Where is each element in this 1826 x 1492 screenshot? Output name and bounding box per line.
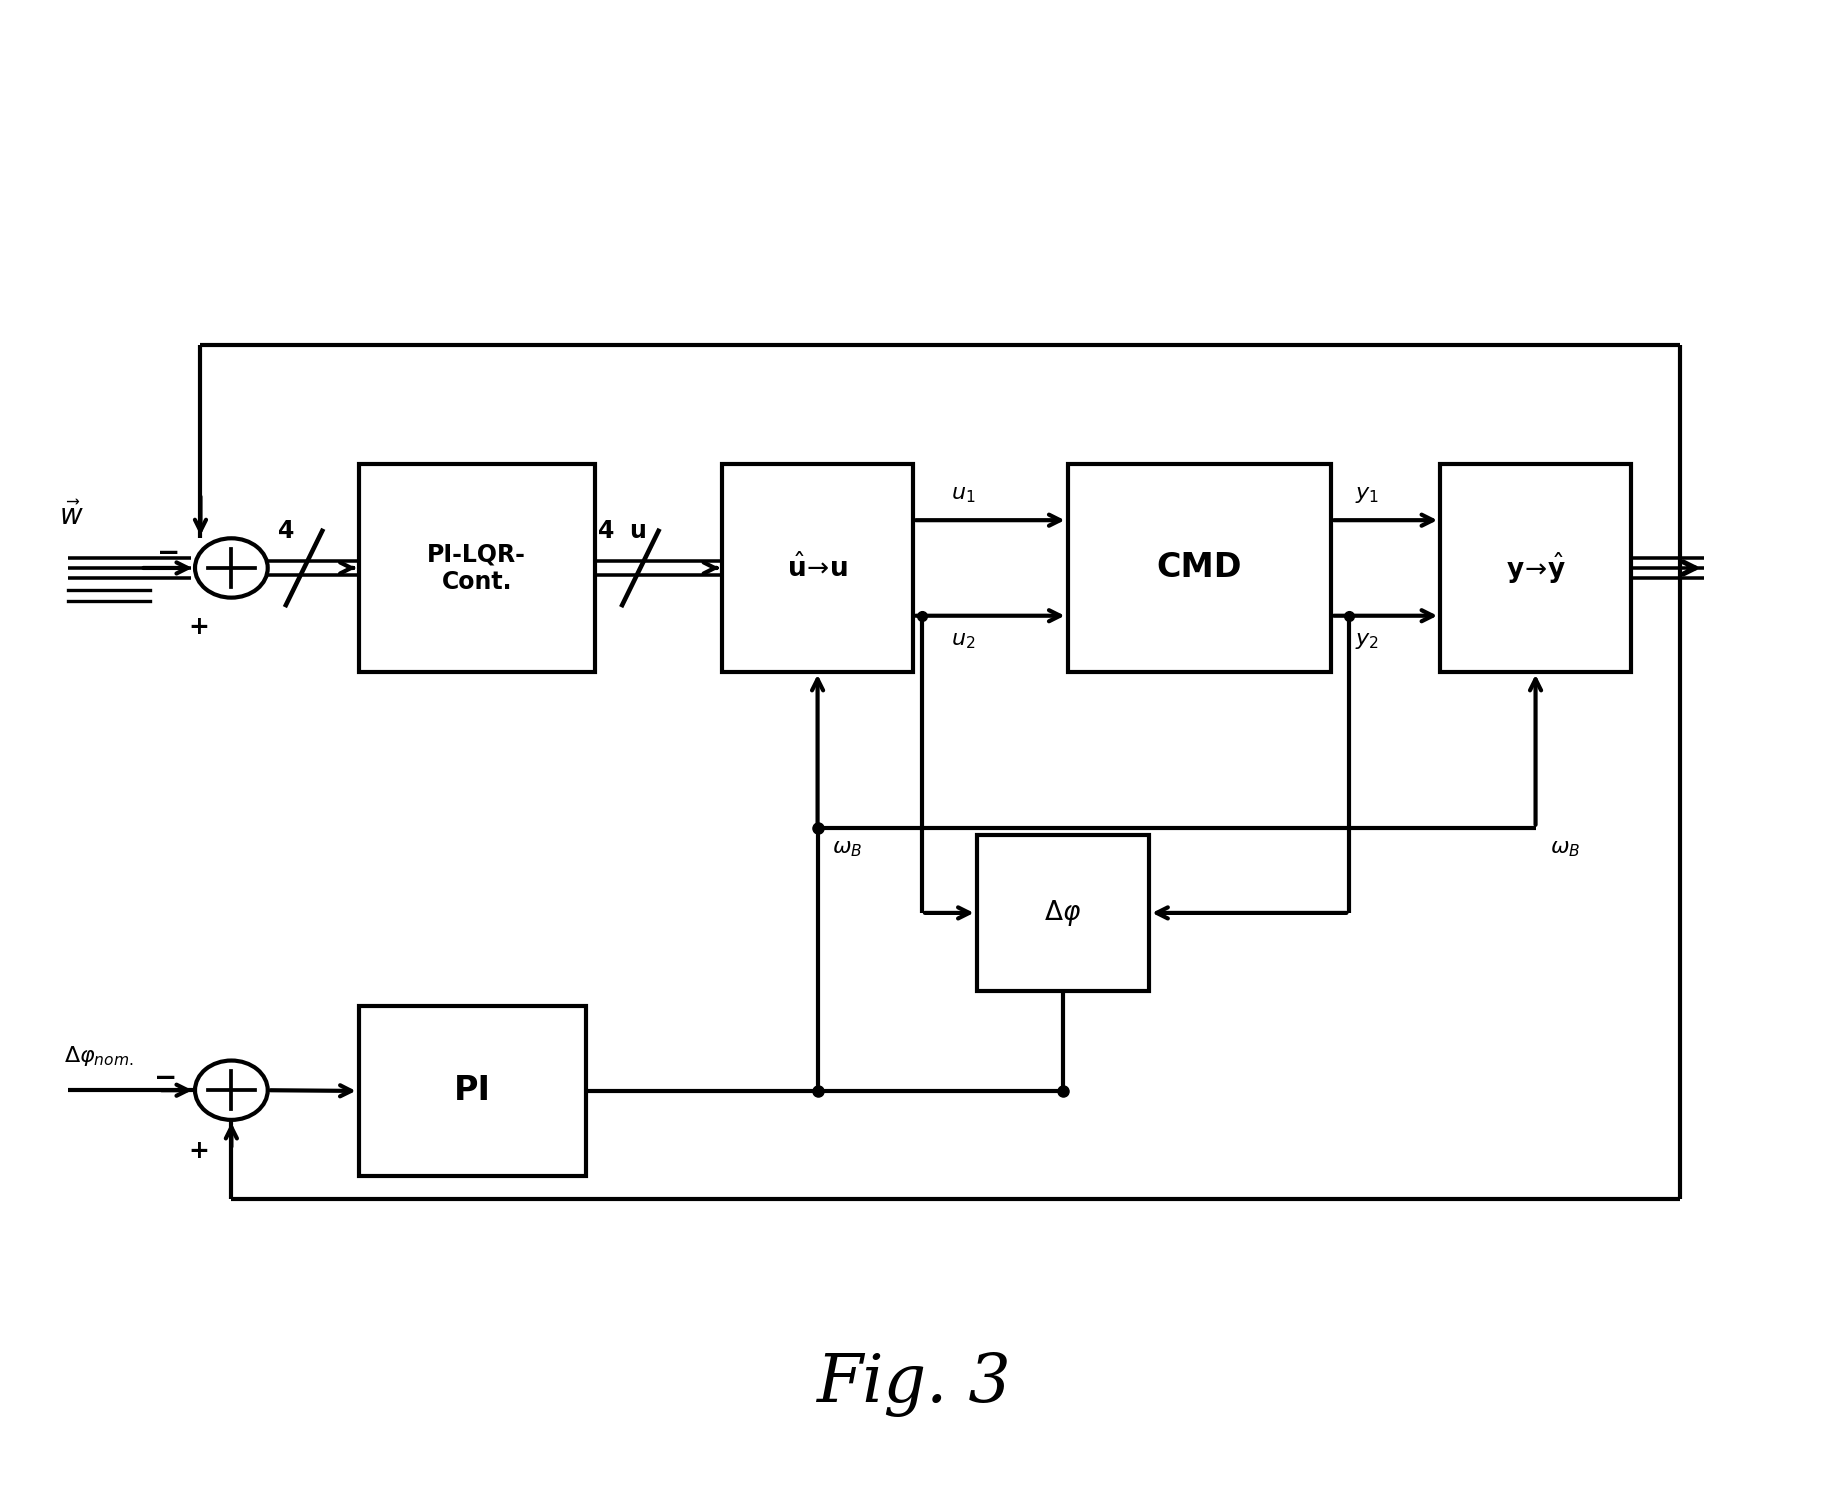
Text: $u_1$: $u_1$ xyxy=(951,485,975,506)
Text: +: + xyxy=(188,1140,210,1164)
Text: Fig. 3: Fig. 3 xyxy=(816,1352,1010,1416)
Text: $\Delta\varphi_{nom.}$: $\Delta\varphi_{nom.}$ xyxy=(64,1044,133,1068)
Text: $u_2$: $u_2$ xyxy=(951,631,975,651)
Bar xyxy=(1068,464,1331,671)
Text: 4  $\mathbf{u}$: 4 $\mathbf{u}$ xyxy=(597,519,646,543)
Text: $\omega_B$: $\omega_B$ xyxy=(1550,840,1581,859)
Bar xyxy=(358,1006,586,1176)
Bar xyxy=(977,836,1149,991)
Text: $\vec{w}$: $\vec{w}$ xyxy=(58,501,84,531)
Text: −: − xyxy=(157,539,181,567)
Bar xyxy=(721,464,913,671)
Text: PI-LQR-
Cont.: PI-LQR- Cont. xyxy=(427,542,526,594)
Bar xyxy=(358,464,595,671)
Text: −: − xyxy=(153,1064,177,1092)
Circle shape xyxy=(195,539,268,598)
Text: 4: 4 xyxy=(278,519,294,543)
Circle shape xyxy=(195,1061,268,1120)
Text: $\omega_B$: $\omega_B$ xyxy=(833,840,862,859)
Text: CMD: CMD xyxy=(1156,552,1242,585)
Text: $\hat{\mathbf{u}}\!\rightarrow\!\mathbf{u}$: $\hat{\mathbf{u}}\!\rightarrow\!\mathbf{… xyxy=(787,554,847,582)
Bar xyxy=(1441,464,1631,671)
Text: $\Delta\varphi$: $\Delta\varphi$ xyxy=(1044,898,1081,928)
Text: PI: PI xyxy=(453,1074,491,1107)
Text: +: + xyxy=(188,615,210,640)
Text: $y_1$: $y_1$ xyxy=(1355,485,1379,506)
Text: $\mathbf{y}\!\rightarrow\!\hat{\mathbf{y}}$: $\mathbf{y}\!\rightarrow\!\hat{\mathbf{y… xyxy=(1506,551,1565,585)
Text: $y_2$: $y_2$ xyxy=(1355,631,1379,651)
